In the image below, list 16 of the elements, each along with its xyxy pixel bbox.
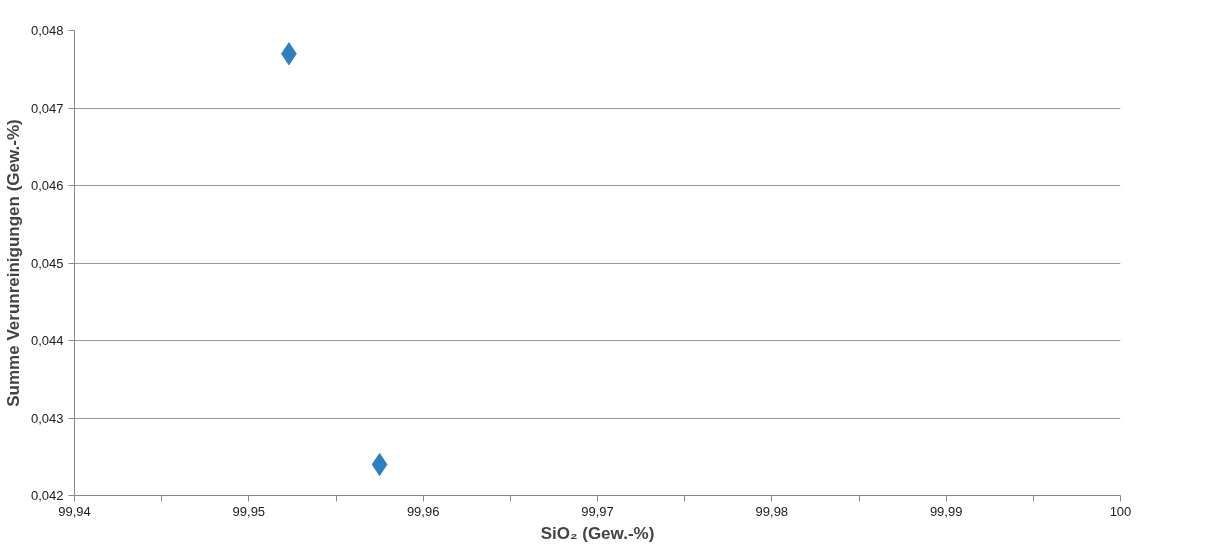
x-tick-label: 99,96 — [406, 503, 440, 519]
x-tick-label: 99,98 — [755, 503, 789, 519]
y-axis-title: Summe Verunreinigungen (Gew.-%) — [3, 119, 23, 407]
y-tick-label: 0,043 — [30, 410, 64, 426]
x-tick-label: 99,95 — [232, 503, 266, 519]
y-tick-label: 0,048 — [30, 23, 64, 38]
x-tick-label: 99,99 — [929, 503, 963, 519]
x-axis-title: SiO₂ (Gew.-%) — [540, 523, 655, 543]
y-tick-label: 0,042 — [30, 488, 64, 503]
x-tick-label: 100 — [1109, 503, 1132, 519]
x-tick-label: 99,97 — [581, 503, 614, 519]
y-tick-label: 0,047 — [30, 100, 64, 116]
y-tick-label: 0,045 — [30, 255, 64, 271]
y-tick-label: 0,046 — [30, 178, 64, 193]
x-tick-label: 99,94 — [58, 503, 91, 519]
y-tick-label: 0,044 — [30, 333, 64, 348]
